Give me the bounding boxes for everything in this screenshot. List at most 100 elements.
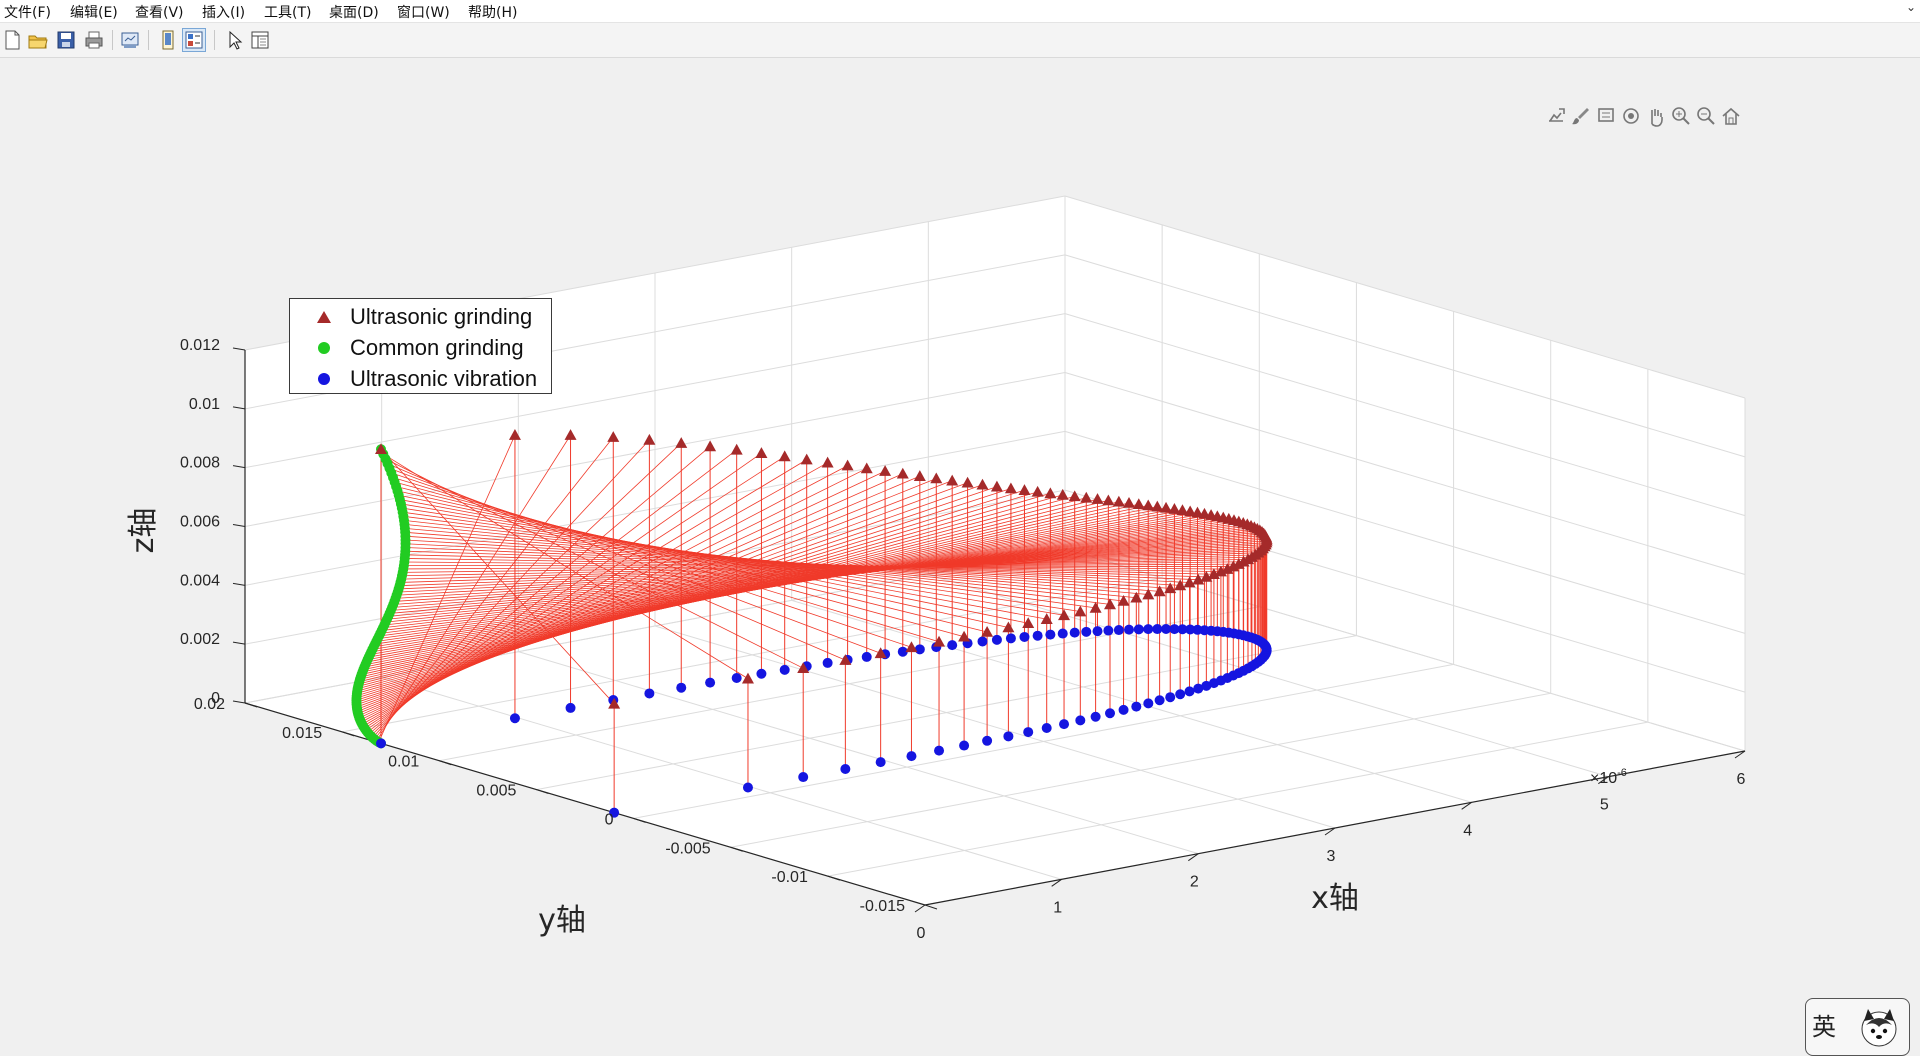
brush-icon[interactable] [1570,105,1592,127]
stem-line [372,439,650,738]
ultrasonic-grinding-point [1160,501,1173,513]
ultrasonic-grinding-point [675,437,688,448]
ultrasonic-grinding-point [990,480,1003,492]
pan-icon[interactable] [1645,105,1667,127]
y-tick-mark [439,760,452,766]
ultrasonic-vibration-point [1143,698,1154,709]
ultrasonic-grinding-point [946,474,959,486]
hide-plot-tools-icon[interactable] [156,28,180,52]
x-tick-label: 3 [1327,848,1336,865]
ultrasonic-vibration-point [959,740,970,751]
menu-view[interactable]: 查看(V) [135,5,184,21]
y-tick-mark [730,846,743,852]
rotate-3d-icon[interactable] [1620,105,1642,127]
ultrasonic-grinding-point [1080,491,1093,503]
ime-indicator[interactable]: 英 [1805,998,1910,1056]
circle-marker-icon [318,373,330,385]
ultrasonic-grinding-point [643,433,656,445]
ultrasonic-vibration-point [1154,695,1165,706]
ultrasonic-vibration-point [1201,680,1212,691]
legend-entry-ultrasonic-vibration[interactable]: Ultrasonic vibration [290,363,551,394]
ultrasonic-vibration-point [982,735,993,746]
legend-entry-ultrasonic-grinding[interactable]: Ultrasonic grinding [290,301,551,332]
ultrasonic-grinding-point [1040,613,1053,624]
legend-entry-common-grinding[interactable]: Common grinding [290,332,551,363]
legend[interactable]: Ultrasonic grinding Common grinding Ultr… [289,298,552,394]
ultrasonic-grinding-point [1089,601,1102,613]
link-plot-icon[interactable] [118,28,142,52]
stem-line [362,505,1149,673]
edit-plot-icon[interactable] [222,28,246,52]
ultrasonic-grinding-point [1091,493,1104,504]
grid-line-wall-z [244,372,1066,527]
ultrasonic-grinding-point [1018,484,1031,495]
restore-view-icon[interactable] [1720,105,1742,127]
menu-edit[interactable]: 编辑(E) [70,5,118,21]
menu-desktop[interactable]: 桌面(D) [329,5,379,21]
grid-line-wall-z [244,430,1066,586]
z-tick-label: 0.008 [180,455,220,472]
ultrasonic-grinding-point [375,443,387,455]
ultrasonic-grinding-point [1164,582,1177,594]
ultrasonic-vibration-point [779,664,790,675]
z-tick-mark [232,465,246,469]
ultrasonic-vibration-point [1090,711,1101,722]
grid-line-wall-z [1064,489,1746,693]
y-tick-mark [341,731,355,737]
ultrasonic-grinding-point [608,697,621,709]
figure-toolbar [0,23,1920,58]
ultrasonic-vibration-point [1005,633,1016,644]
x-tick-label: 2 [1190,874,1199,891]
z-tick-mark [232,406,246,410]
x-tick-label: 0 [917,925,926,942]
zoom-out-icon[interactable] [1695,105,1717,127]
menu-file[interactable]: 文件(F) [4,5,51,21]
stem-line [365,452,762,731]
ultrasonic-vibration-point [609,807,620,818]
ultrasonic-vibration-point [1081,626,1092,637]
grid-line-wall-z [1064,548,1746,752]
ultrasonic-vibration-point [1023,727,1034,738]
menu-tools[interactable]: 工具(T) [264,5,312,21]
legend-label: Common grinding [350,335,524,360]
ultrasonic-grinding-point [755,447,768,458]
x-axis-title: x轴 [1311,881,1359,916]
y-axis-line [244,702,926,906]
ultrasonic-vibration-point [1192,624,1203,635]
x-tick-mark [1461,801,1472,810]
ultrasonic-grinding-point [797,662,810,673]
ultrasonic-vibration-point [1057,628,1068,639]
plot-area[interactable]: 0 1 2 3 4 5 6 -0.015 -0.01 -0.005 0 0.005 0.01 0.015 0… [0,58,1920,1000]
zoom-in-icon[interactable] [1670,105,1692,127]
ultrasonic-grinding-point [800,453,813,465]
ultrasonic-grinding-point [1123,496,1136,508]
property-inspector-icon[interactable] [248,28,272,52]
menu-insert[interactable]: 插入(I) [202,5,246,21]
data-tips-icon[interactable] [1595,105,1617,127]
save-icon[interactable] [54,28,78,52]
ultrasonic-grinding-point [841,459,854,471]
grid-line-floor-y [633,663,1454,819]
menu-help[interactable]: 帮助(H) [468,5,518,21]
ultrasonic-vibration-point [1113,625,1124,636]
new-figure-icon[interactable] [0,28,24,52]
z-tick-mark [232,524,246,527]
open-file-icon[interactable] [26,28,50,52]
ultrasonic-grinding-point [1058,609,1071,621]
stem-line [358,497,1087,687]
ultrasonic-vibration-point [1041,723,1052,734]
print-icon[interactable] [82,28,106,52]
triangle-marker-icon [317,311,331,323]
ultrasonic-grinding-point [1151,500,1164,512]
grid-line-wall-z [1064,313,1746,517]
ultrasonic-grinding-point [1112,495,1125,507]
ultrasonic-vibration-point [1059,719,1070,730]
show-plot-tools-icon[interactable] [182,28,206,52]
menu-window[interactable]: 窗口(W) [397,5,450,21]
grid-line-floor-y [827,721,1648,877]
ultrasonic-vibration-point [1092,626,1103,637]
export-icon[interactable] [1545,105,1567,127]
z-tick-mark [232,700,246,704]
ultrasonic-vibration-point [1075,715,1086,726]
x-tick-mark [1598,776,1609,785]
